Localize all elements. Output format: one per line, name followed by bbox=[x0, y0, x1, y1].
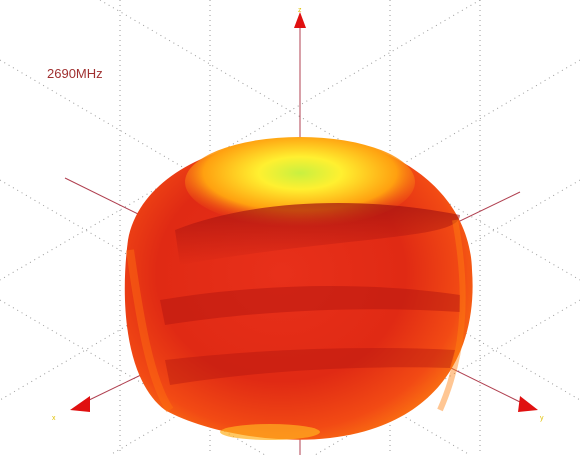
frequency-label: 2690MHz bbox=[47, 66, 103, 81]
svg-text:y: y bbox=[540, 415, 544, 422]
pattern-surface bbox=[124, 137, 473, 440]
svg-text:z: z bbox=[298, 7, 302, 14]
svg-text:x: x bbox=[52, 415, 56, 422]
